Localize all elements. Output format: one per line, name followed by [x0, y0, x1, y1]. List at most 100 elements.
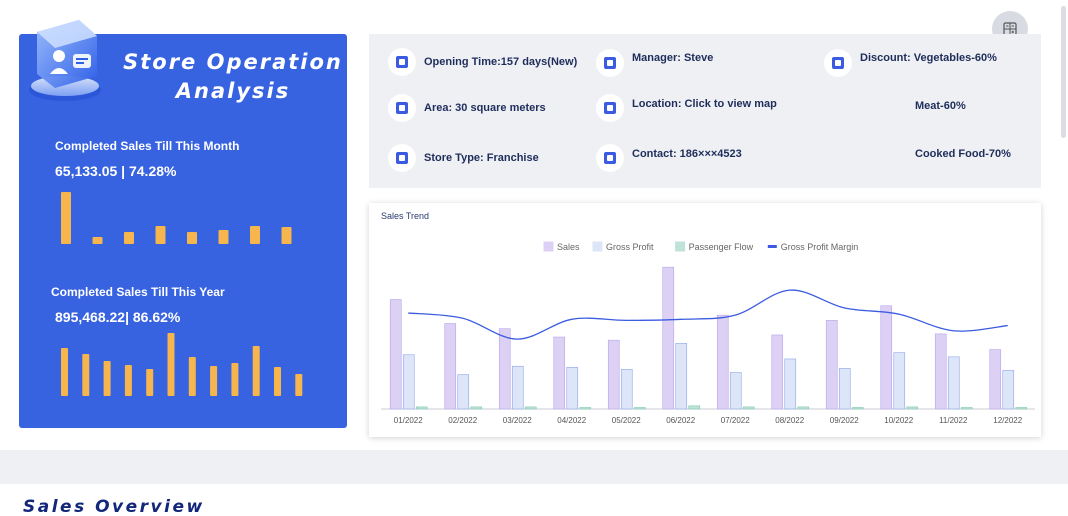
bar-sales[interactable]	[934, 333, 947, 410]
month-sales-value: 65,133.05 | 74.28%	[55, 163, 177, 179]
bar-sales[interactable]	[716, 314, 729, 410]
opening-time-text: Opening Time:157 days(New)	[424, 56, 578, 68]
bar-passenger-flow[interactable]	[1015, 407, 1028, 410]
hero-title: Store Operation Analysis	[119, 48, 347, 106]
page-scrollbar[interactable]	[1060, 0, 1068, 450]
store-type-text: Store Type: Franchise	[424, 152, 539, 164]
bar-sales[interactable]	[771, 334, 784, 410]
contact-text: Contact: 186×××4523	[632, 148, 742, 160]
contact-icon	[596, 144, 624, 172]
bar-gross-profit[interactable]	[729, 372, 742, 410]
bar-passenger-flow[interactable]	[797, 406, 810, 410]
bar-gross-profit[interactable]	[1002, 370, 1015, 410]
bar-passenger-flow[interactable]	[851, 407, 864, 410]
bar-passenger-flow[interactable]	[415, 406, 428, 410]
year-sales-bar	[210, 366, 218, 396]
hero-title-line1: Store Operation	[123, 50, 343, 74]
discount-cooked-text: Cooked Food-70%	[915, 148, 1011, 160]
bar-sales[interactable]	[989, 349, 1002, 410]
bar-sales[interactable]	[880, 305, 893, 410]
year-sales-bar	[61, 348, 68, 396]
grid-settings-icon	[1003, 22, 1017, 36]
x-tick-label: 08/2022	[775, 416, 804, 425]
legend-label: Gross Profit	[606, 242, 654, 252]
month-sales-bar	[281, 227, 292, 244]
location-item[interactable]: Location: Click to view map	[596, 94, 777, 122]
x-tick-label: 01/2022	[394, 416, 423, 425]
contact-item: Contact: 186×××4523	[596, 144, 742, 172]
legend-label: Gross Profit Margin	[781, 242, 859, 252]
x-tick-label: 10/2022	[884, 416, 913, 425]
scrollbar-thumb[interactable]	[1061, 6, 1066, 138]
hero-title-line2: Analysis	[175, 79, 291, 103]
calendar-icon	[388, 48, 416, 76]
month-sales-bar	[124, 232, 134, 244]
bar-gross-profit[interactable]	[457, 374, 470, 410]
year-sales-bar	[252, 346, 260, 396]
bar-gross-profit[interactable]	[784, 358, 797, 410]
year-sales-bar	[167, 333, 175, 396]
location-link[interactable]: Location: Click to view map	[632, 98, 777, 110]
chart-title: Sales Trend	[381, 211, 430, 221]
bar-passenger-flow[interactable]	[579, 407, 592, 410]
sales-overview-title: Sales Overview	[23, 497, 205, 516]
area-text: Area: 30 square meters	[424, 102, 546, 114]
bar-passenger-flow[interactable]	[633, 407, 646, 410]
bar-gross-profit[interactable]	[511, 365, 524, 410]
store-logo-icon	[29, 20, 101, 101]
legend-item[interactable]: Sales	[543, 241, 580, 252]
store-type-icon	[388, 144, 416, 172]
discount-meat-text: Meat-60%	[915, 100, 966, 112]
bar-gross-profit[interactable]	[620, 369, 633, 410]
bar-sales[interactable]	[553, 336, 566, 410]
bar-passenger-flow[interactable]	[742, 406, 755, 410]
manager-text: Manager: Steve	[632, 52, 714, 64]
bar-gross-profit[interactable]	[947, 356, 960, 410]
x-tick-label: 11/2022	[939, 416, 968, 425]
year-sales-label: Completed Sales Till This Year	[51, 285, 225, 299]
bar-gross-profit[interactable]	[838, 368, 851, 410]
bar-gross-profit[interactable]	[402, 354, 415, 410]
legend-item[interactable]: Gross Profit	[592, 241, 654, 252]
discount-vegetables-text: Discount: Vegetables-60%	[860, 52, 997, 64]
bar-gross-profit[interactable]	[893, 352, 906, 410]
manager-item: Manager: Steve	[596, 49, 713, 77]
year-sales-bar	[146, 369, 154, 396]
discount-chart-icon	[824, 49, 852, 77]
x-tick-label: 09/2022	[830, 416, 859, 425]
bar-passenger-flow[interactable]	[906, 406, 919, 410]
bar-passenger-flow[interactable]	[960, 407, 973, 410]
bar-gross-profit[interactable]	[566, 366, 579, 410]
bar-passenger-flow[interactable]	[688, 405, 701, 410]
year-sales-bar	[274, 367, 281, 396]
year-sales-bar	[103, 361, 111, 396]
section-divider	[0, 450, 1068, 484]
year-sales-bar	[188, 357, 196, 396]
year-sales-bar	[295, 374, 303, 396]
gross-profit-margin-line[interactable]	[408, 289, 1008, 340]
month-sales-label: Completed Sales Till This Month	[55, 139, 240, 153]
bar-sales[interactable]	[444, 323, 457, 410]
bar-sales[interactable]	[607, 339, 620, 410]
store-info-panel: Opening Time:157 days(New) Area: 30 squa…	[369, 34, 1041, 188]
legend-item[interactable]: Passenger Flow	[675, 241, 754, 252]
area-item: Area: 30 square meters	[388, 94, 546, 122]
legend-item[interactable]: Gross Profit Margin	[767, 242, 859, 252]
bar-passenger-flow[interactable]	[470, 406, 483, 410]
bar-passenger-flow[interactable]	[524, 406, 537, 410]
bar-sales[interactable]	[825, 320, 838, 410]
legend-label: Sales	[557, 242, 580, 252]
sales-trend-card: Sales Trend Sales Gross Profit Passenger F…	[369, 203, 1041, 437]
month-sales-bar	[250, 226, 260, 244]
bar-sales[interactable]	[662, 266, 675, 410]
bar-sales[interactable]	[389, 299, 402, 410]
x-tick-label: 03/2022	[503, 416, 532, 425]
bar-sales[interactable]	[498, 328, 511, 410]
discount-item: Discount: Vegetables-60%	[824, 49, 997, 77]
x-tick-label: 06/2022	[666, 416, 695, 425]
bar-gross-profit[interactable]	[675, 343, 688, 410]
store-summary-card: Store Operation Analysis Completed Sales…	[19, 20, 347, 428]
x-tick-label: 04/2022	[557, 416, 586, 425]
year-sales-bars	[61, 333, 303, 396]
